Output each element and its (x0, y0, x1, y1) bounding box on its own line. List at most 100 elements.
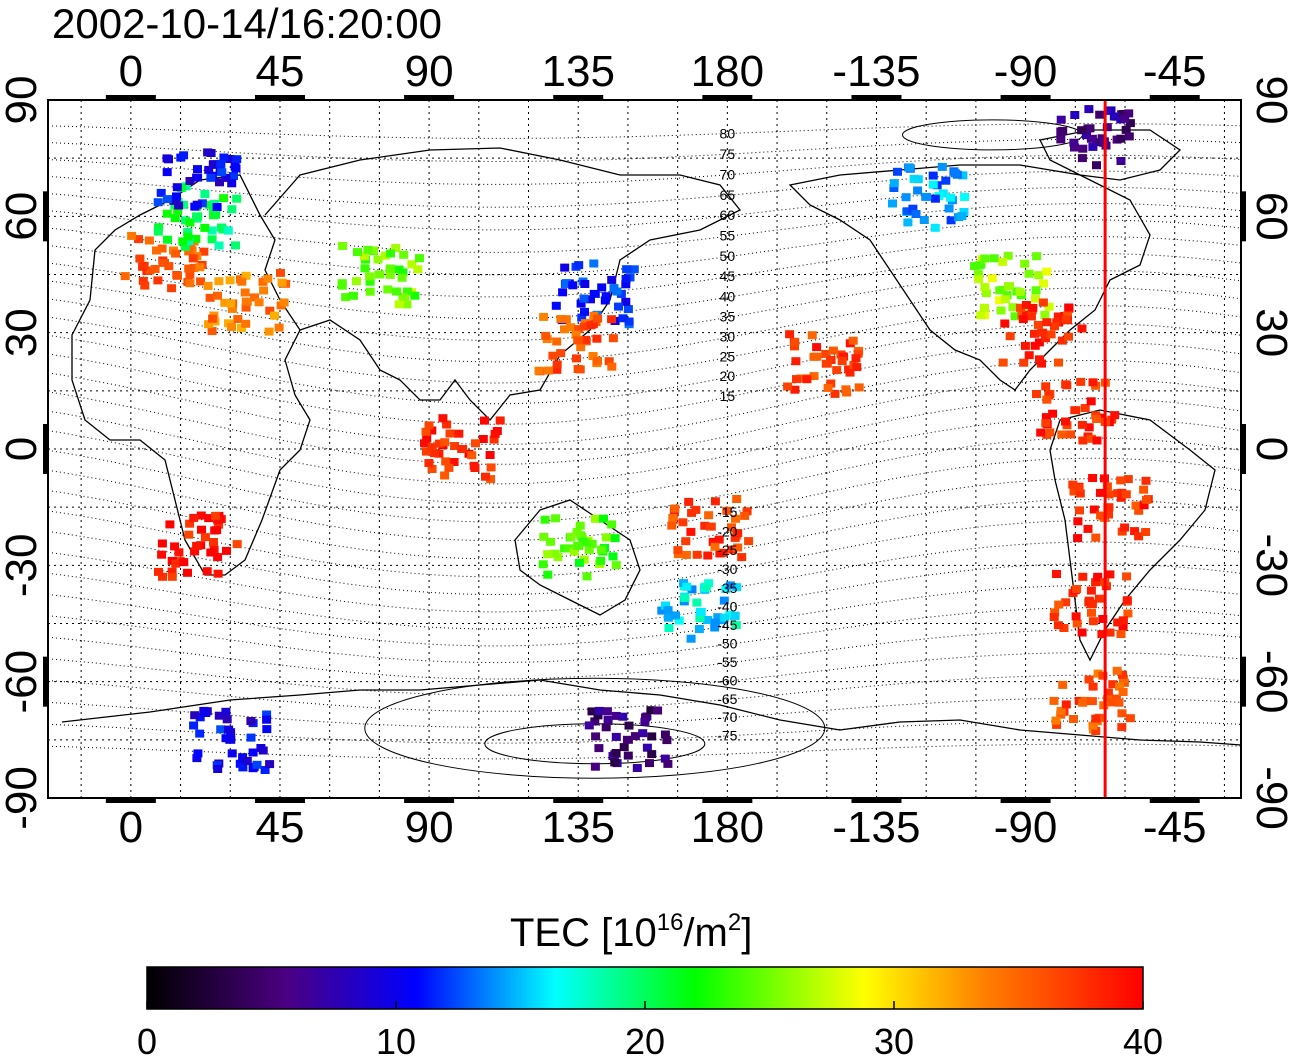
tec-cell (534, 366, 544, 375)
tec-cell (1058, 126, 1068, 135)
tec-cell (621, 297, 631, 306)
tec-cell (905, 163, 915, 172)
tec-cell (450, 442, 460, 450)
tec-cell (1077, 420, 1087, 429)
tec-cell (572, 354, 581, 363)
tec-cell (671, 611, 680, 620)
tec-cell (1091, 533, 1101, 542)
frame-bar-left (43, 656, 48, 707)
tec-cell (1024, 269, 1034, 278)
tec-cell (618, 314, 628, 323)
tec-cell (574, 261, 584, 270)
tec-cell (231, 164, 241, 173)
tec-cell (577, 313, 587, 322)
tec-cell (710, 542, 720, 551)
tec-cell (809, 372, 819, 381)
tec-cell (1056, 135, 1066, 144)
tec-cell (469, 461, 479, 470)
colorbar-gradient (146, 966, 1144, 1010)
x-tick-label-top: -90 (994, 47, 1058, 96)
tec-cell (610, 758, 620, 767)
tec-cell (901, 193, 911, 202)
tec-cell (486, 463, 496, 472)
tec-cell (120, 272, 130, 281)
tec-cell (454, 429, 464, 438)
tec-cell (421, 427, 431, 436)
tec-cell (163, 235, 172, 244)
y-tick-label-left: 90 (0, 76, 46, 125)
tec-cell (1106, 106, 1116, 115)
tec-cell (1075, 506, 1084, 515)
frame-bar-right (1241, 191, 1246, 242)
tec-cell (646, 706, 656, 715)
tec-cell (1093, 572, 1103, 581)
contour-label-south: -15 (717, 504, 737, 520)
tec-cell (584, 721, 594, 730)
tec-cell (203, 281, 213, 290)
tec-cell (1003, 251, 1013, 260)
tec-cell (575, 521, 585, 530)
tec-cell (263, 274, 273, 283)
tec-cell (653, 706, 663, 715)
contour-line (48, 252, 1241, 320)
tec-cell (1119, 110, 1129, 118)
tec-cell (363, 245, 373, 254)
contour-label-south: -40 (717, 599, 737, 615)
tec-cell (1036, 428, 1046, 437)
tec-cell (694, 625, 704, 633)
tec-cell (830, 389, 840, 398)
frame-bar-top (1149, 95, 1200, 100)
tec-cell (203, 148, 213, 157)
tec-cell (1080, 696, 1090, 705)
tec-region-center (241, 297, 252, 306)
tec-cell (1066, 430, 1076, 439)
tec-cell (725, 581, 735, 590)
tec-cell (154, 223, 164, 232)
tec-cell (199, 706, 209, 715)
colorbar-title-sup2: 2 (728, 909, 741, 936)
tec-cell (250, 293, 259, 302)
tec-cell (853, 349, 863, 358)
tec-cell (578, 537, 588, 546)
tec-cell (183, 232, 193, 241)
tec-cell (385, 264, 395, 273)
frame-bar-left (43, 424, 48, 474)
tec-region-center (1037, 328, 1048, 337)
tec-cell (703, 551, 713, 560)
tec-region-center (821, 359, 832, 368)
tec-cell (185, 519, 195, 528)
colorbar-title-sup1: 16 (657, 909, 684, 936)
contour-label-south: -70 (717, 709, 737, 725)
tec-cell (1094, 594, 1104, 603)
tec-cell (608, 334, 618, 343)
tec-cell (226, 299, 236, 308)
tec-cell (823, 383, 833, 392)
tec-cell (848, 336, 858, 345)
tec-cell (156, 188, 166, 197)
tec-cell (678, 518, 688, 527)
tec-cell (548, 351, 558, 360)
tec-cell (211, 511, 221, 520)
tec-cell (611, 711, 621, 720)
colorbar-title: TEC [1016/m2] (510, 909, 752, 955)
tec-cell (1057, 430, 1067, 439)
y-tick-label-left: -90 (0, 766, 46, 830)
tec-cell (219, 153, 229, 162)
tec-cell (486, 475, 496, 484)
tec-cell (552, 365, 562, 374)
tec-cell (1072, 585, 1082, 593)
tec-cell (181, 182, 191, 191)
tec-cell (667, 521, 677, 530)
tec-cell (998, 358, 1008, 367)
tec-cell (1102, 123, 1112, 132)
tec-cell (170, 214, 180, 223)
tec-cell (597, 283, 607, 292)
contour-label-north: 60 (720, 207, 736, 223)
tec-cell (854, 383, 864, 392)
tec-cell (1141, 528, 1151, 536)
tec-cell (957, 212, 967, 221)
tec-cell (1061, 417, 1070, 426)
tec-cell (260, 766, 270, 774)
tec-cell (973, 270, 983, 279)
tec-cell (821, 349, 831, 358)
